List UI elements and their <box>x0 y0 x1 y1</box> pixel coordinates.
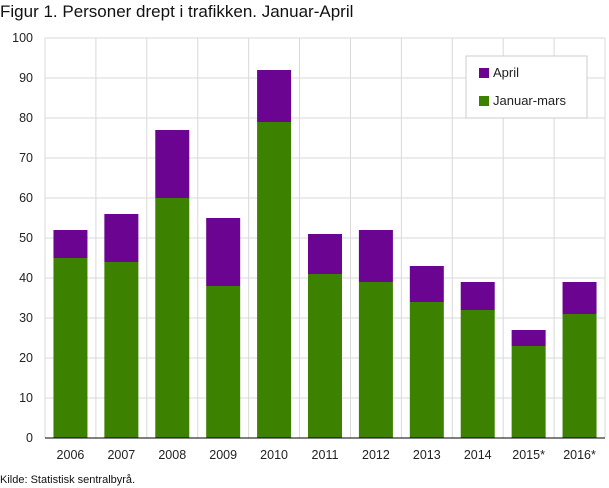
y-tick-label: 0 <box>26 431 33 445</box>
bar-april <box>409 266 444 302</box>
y-tick-label: 10 <box>19 391 33 405</box>
y-tick-label: 50 <box>19 231 33 245</box>
y-tick-label: 70 <box>19 151 33 165</box>
y-tick-label: 80 <box>19 111 33 125</box>
bar-april <box>206 218 241 286</box>
y-tick-label: 20 <box>19 351 33 365</box>
bar-januar-mars <box>562 314 597 438</box>
bars <box>53 70 597 438</box>
bar-januar-mars <box>155 198 190 438</box>
legend-label: Januar-mars <box>493 93 566 108</box>
bar-januar-mars <box>206 286 241 438</box>
bar-april <box>155 130 190 198</box>
bar-april <box>257 70 292 122</box>
legend-box <box>465 55 588 119</box>
bar-januar-mars <box>358 282 393 438</box>
bar-januar-mars <box>511 346 546 438</box>
x-tick-label: 2009 <box>209 448 237 462</box>
x-tick-label: 2007 <box>107 448 135 462</box>
bar-januar-mars <box>460 310 495 438</box>
y-tick-label: 90 <box>19 71 33 85</box>
bar-januar-mars <box>409 302 444 438</box>
x-tick-label: 2012 <box>362 448 390 462</box>
bar-april <box>511 330 546 346</box>
bar-januar-mars <box>257 122 292 438</box>
x-tick-label: 2013 <box>413 448 441 462</box>
y-axis: 0 10 20 30 40 50 60 70 80 90 100 <box>12 31 33 445</box>
x-tick-label: 2015* <box>512 448 545 462</box>
y-tick-label: 100 <box>12 31 33 45</box>
bar-april <box>562 282 597 314</box>
chart-title: Figur 1. Personer drept i trafikken. Jan… <box>0 2 354 21</box>
x-axis: 2006 2007 2008 2009 2010 2011 2012 2013 2014 2015… <box>45 437 605 462</box>
bar-januar-mars <box>53 258 88 438</box>
x-tick-label: 2006 <box>57 448 85 462</box>
bar-april <box>308 234 342 274</box>
bar-april <box>460 282 495 310</box>
y-tick-label: 40 <box>19 271 33 285</box>
y-tick-label: 60 <box>19 191 33 205</box>
x-tick-label: 2016* <box>563 448 596 462</box>
source-note: Kilde: Statistisk sentralbyrå. <box>0 474 136 486</box>
x-tick-label: 2011 <box>312 448 339 462</box>
x-tick-label: 2008 <box>158 448 186 462</box>
legend: April Januar-mars <box>465 55 588 119</box>
x-tick-label: 2010 <box>260 448 288 462</box>
legend-label: April <box>493 65 519 80</box>
bar-januar-mars <box>308 274 342 438</box>
legend-swatch <box>479 68 489 78</box>
bar-januar-mars <box>104 262 139 438</box>
bar-april <box>358 230 393 282</box>
bar-april <box>53 230 88 258</box>
bar-april <box>104 214 139 262</box>
legend-swatch <box>479 96 489 106</box>
x-tick-label: 2014 <box>464 448 492 462</box>
y-tick-label: 30 <box>19 311 33 325</box>
